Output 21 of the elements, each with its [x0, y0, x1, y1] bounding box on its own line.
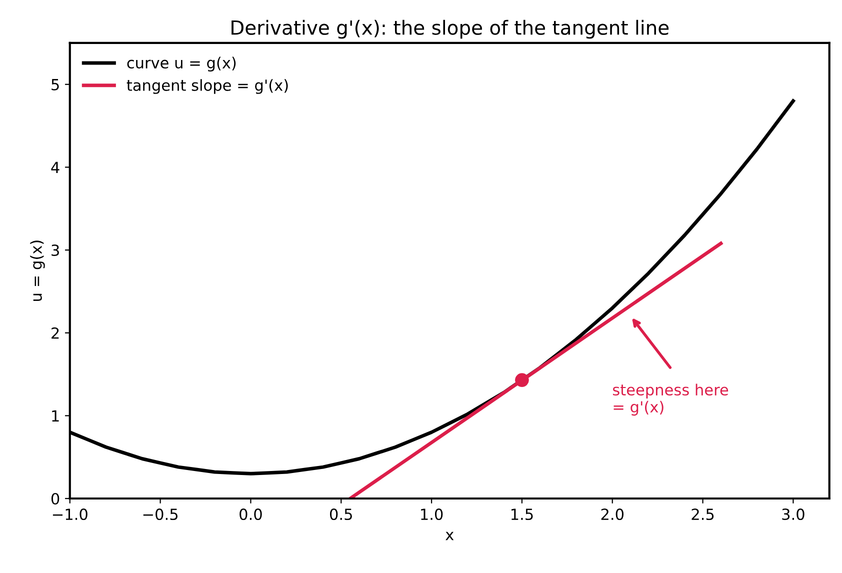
y-axis-title: u = g(x) [30, 240, 45, 301]
y-tick-label: 2 [52, 327, 59, 339]
y-tick-label: 3 [52, 244, 59, 256]
y-tick-label: 1 [52, 410, 59, 422]
x-tick-label: 1.0 [421, 508, 443, 520]
y-tick-label: 4 [51, 162, 60, 174]
x-tick-label: 0.0 [240, 508, 262, 520]
chart-title: Derivative g'(x): the slope of the tangent line [232, 20, 669, 39]
x-tick-label: 0.5 [330, 508, 352, 520]
x-tick-label: 3.0 [782, 508, 804, 520]
y-tick-label: 0 [51, 492, 60, 505]
annotation: steepness here = g'(x) [612, 384, 728, 416]
x-tick-label: −1.0 [52, 508, 88, 520]
legend-label: curve u = g(x) [127, 56, 236, 72]
x-tick-label: 2.5 [692, 508, 714, 520]
legend-label: tangent slope = g'(x) [126, 79, 288, 94]
y-tick-label: 5 [52, 79, 59, 90]
x-tick-label: 2.0 [601, 508, 624, 520]
x-axis-title: x [446, 532, 454, 540]
x-tick-label: −0.5 [143, 508, 178, 520]
x-tick-label: 1.5 [511, 508, 533, 520]
